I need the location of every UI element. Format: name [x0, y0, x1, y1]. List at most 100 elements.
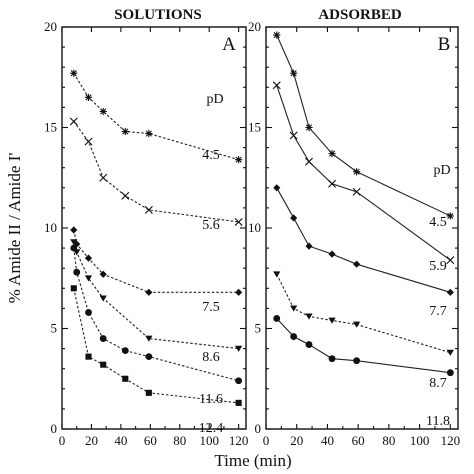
panel-a-series-label: 5.6	[202, 218, 220, 233]
panel-b-data-point	[446, 256, 455, 265]
panel-b-series-label: 11.8	[426, 414, 450, 429]
panel-b-data-point	[305, 242, 313, 250]
panel-b-data-point	[446, 288, 454, 296]
panel-b-data-point	[290, 333, 298, 340]
panel-a-data-point	[235, 288, 243, 296]
panel-a-data-point	[70, 69, 78, 77]
panel-b-x-tick-label: 120	[441, 433, 461, 448]
panel-a-y-tick-label: 5	[51, 321, 58, 336]
panel-b-data-point	[353, 260, 361, 268]
panel-b-data-point	[446, 349, 454, 356]
panel-b-data-point	[305, 123, 313, 132]
panel-a-data-point	[84, 275, 93, 282]
panel-a-data-point	[145, 129, 153, 138]
panel-b-x-tick-label: 100	[410, 433, 430, 448]
panel-b-data-point	[290, 69, 298, 77]
x-axis-label: Time (min)	[214, 451, 291, 470]
panel-b-data-point	[289, 131, 298, 140]
panel-b-series-label: 4.5	[429, 215, 447, 230]
panel-a-data-point	[99, 295, 107, 302]
panel-b-data-point	[353, 168, 361, 176]
panel-b-data-point	[273, 31, 281, 39]
panel-b-series-line	[276, 187, 451, 293]
panel-a-y-tick-label: 20	[44, 19, 57, 34]
panel-a-data-point	[145, 389, 152, 396]
panel-a-x-tick-label: 60	[144, 433, 157, 448]
panel-a-data-point	[144, 205, 153, 214]
panel-b-series-line	[276, 34, 451, 217]
panel-b-data-point	[328, 250, 336, 258]
panel-a-data-point	[73, 268, 81, 276]
panel-a-y-tick-label: 15	[44, 120, 57, 135]
panel-b-data-point	[305, 313, 313, 320]
panel-b-data-point	[353, 357, 361, 365]
panel-b-data-point	[273, 271, 281, 278]
panel-a-x-tick-label: 20	[85, 433, 98, 448]
panel-b-pd-header: pD	[433, 163, 450, 178]
panel-b-series-line	[276, 318, 451, 374]
panel-b: 0 20 40 60 80 100 120 0 5 10 15 20 BpD 4.5 5.9 7.7 8.7 11…	[248, 19, 460, 448]
panel-a-data-point	[85, 353, 92, 360]
panel-a-data-point	[70, 226, 78, 234]
panel-b-data-point	[328, 355, 336, 363]
panel-a-data-point	[121, 347, 129, 355]
panel-a-series-line	[73, 241, 239, 350]
panel-b-y-tick-label: 10	[248, 220, 261, 235]
panel-b-x-tick-label: 0	[263, 433, 270, 448]
panel-b-y-tick-label: 20	[248, 19, 261, 34]
panel-b-y-tick-label: 0	[255, 421, 262, 436]
panel-a-data-point	[235, 399, 242, 406]
panel-a-data-point	[85, 309, 92, 316]
panel-a-data-point	[84, 137, 93, 146]
panel-a: 0 20 40 60 80 100 12005101520ApD4.55.67.58.611…	[44, 19, 248, 448]
panel-a-data-point	[99, 335, 107, 342]
panel-a-x-tick-label: 40	[114, 433, 127, 448]
panel-a-series-label: 12.4	[199, 421, 224, 436]
panel-b-x-tick-label: 40	[321, 433, 334, 448]
panel-b-y-tick-label: 15	[248, 120, 261, 135]
panel-b-data-point	[352, 187, 361, 196]
panel-a-title: SOLUTIONS	[114, 7, 202, 23]
panel-b-data-point	[273, 315, 281, 322]
panel-a-data-point	[100, 361, 107, 368]
panel-a-data-point	[122, 375, 129, 382]
panel-a-series-label: 7.5	[202, 300, 220, 315]
panel-b-data-point	[328, 150, 336, 158]
panel-a-x-tick-label: 0	[59, 433, 66, 448]
panel-a-data-point	[145, 353, 153, 361]
y-axis-label: % Amide II / Amide I'	[5, 153, 24, 304]
panel-a-data-point	[235, 377, 243, 385]
panel-b-x-tick-label: 60	[352, 433, 365, 448]
panel-b-data-point	[305, 157, 313, 166]
panel-a-series-line	[73, 121, 239, 223]
panel-b-data-point	[290, 305, 298, 312]
panel-b-data-point	[328, 179, 337, 188]
panel-b-x-tick-label: 20	[290, 433, 303, 448]
panel-a-series-label: 4.5	[202, 148, 220, 163]
panel-a-data-point	[234, 217, 243, 226]
panel-a-x-tick-label: 80	[173, 433, 186, 448]
panel-b-data-point	[328, 317, 336, 324]
panel-a-x-tick-label: 120	[229, 433, 249, 448]
panel-a-data-point	[121, 127, 129, 136]
panel-a-series-line	[73, 288, 239, 404]
panel-a-data-point	[235, 156, 243, 164]
panel-a-x-tick-label: 100	[199, 433, 219, 448]
panel-a-series-line	[73, 72, 239, 161]
panel-b-series-line	[276, 85, 451, 261]
panel-a-data-point	[99, 270, 107, 278]
panel-a-data-point	[70, 244, 78, 252]
panel-a-data-point	[235, 345, 243, 352]
panel-a-data-point	[84, 254, 93, 262]
panel-b-data-point	[353, 321, 361, 328]
panel-a-y-tick-label: 0	[51, 421, 58, 436]
panel-b-data-point	[272, 81, 281, 90]
panel-b-series-label: 8.7	[429, 376, 447, 391]
panel-b-series-label: 5.9	[429, 259, 447, 274]
panel-a-y-tick-label: 10	[44, 220, 57, 235]
panel-a-series-line	[73, 229, 239, 293]
panel-b-data-point	[290, 214, 298, 222]
panel-b-y-tick-label: 5	[255, 321, 262, 336]
panel-a-data-point	[70, 239, 78, 246]
